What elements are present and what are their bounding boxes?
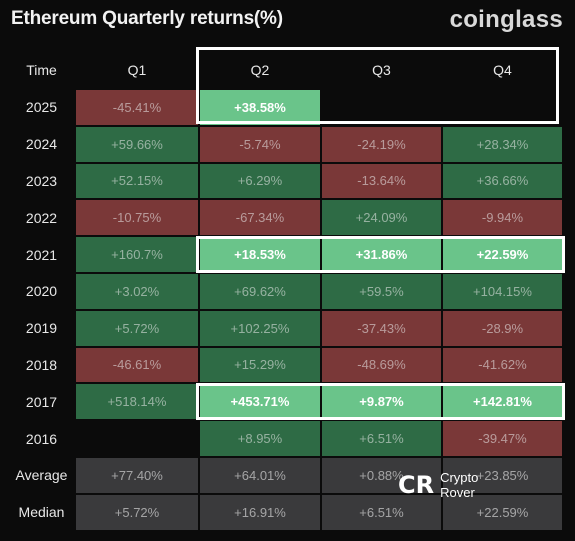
- row-label: 2023: [25, 172, 58, 189]
- column-header: Q4: [493, 62, 512, 79]
- table-cell: +518.14%: [76, 384, 198, 420]
- watermark: CR Crypto Rover: [398, 470, 478, 500]
- table-cell: +59.66%: [76, 126, 198, 162]
- column-header: Q3: [372, 62, 391, 79]
- table-cell: -45.41%: [76, 90, 198, 125]
- table-cell: +0.88%: [322, 458, 441, 493]
- row-label: 2019: [25, 320, 58, 337]
- table-cell: +6.51%: [322, 494, 441, 530]
- brand-logo: coinglass: [449, 6, 563, 33]
- table-cell: +22.59%: [443, 494, 562, 530]
- table-cell: -41.62%: [443, 347, 562, 383]
- table-cell: +77.40%: [76, 458, 198, 493]
- table-cell: +104.15%: [443, 274, 562, 309]
- table-cell: +28.34%: [443, 126, 562, 162]
- table-cell: -67.34%: [200, 200, 320, 236]
- highlight-box-q2-q4-2025: [196, 47, 559, 124]
- table-cell: +64.01%: [200, 458, 320, 493]
- table-cell: +102.25%: [200, 310, 320, 346]
- table-cell: -10.75%: [76, 200, 198, 236]
- table-cell: -24.19%: [322, 126, 441, 162]
- row-label: 2017: [25, 393, 58, 410]
- table-cell: -39.47%: [443, 421, 562, 456]
- table-cell: -28.9%: [443, 310, 562, 346]
- row-label: 2025: [25, 99, 58, 116]
- table-cell: +5.72%: [76, 494, 198, 530]
- table-cell: +22.59%: [443, 237, 562, 272]
- table-cell: -46.61%: [76, 347, 198, 383]
- table-cell: +69.62%: [200, 274, 320, 309]
- table-cell: +160.7%: [76, 237, 198, 272]
- table-cell: +23.85%: [443, 458, 562, 493]
- chart-title: Ethereum Quarterly returns(%): [11, 8, 283, 29]
- row-label: 2018: [25, 356, 58, 373]
- table-cell: -13.64%: [322, 163, 441, 199]
- table-cell: +38.58%: [200, 90, 320, 125]
- table-cell: +16.91%: [200, 494, 320, 530]
- row-label: Median: [18, 504, 65, 521]
- row-label: 2020: [25, 283, 58, 300]
- table-cell: +36.66%: [443, 163, 562, 199]
- table-cell: +59.5%: [322, 274, 441, 309]
- table-cell: -9.94%: [443, 200, 562, 236]
- table-cell: +3.02%: [76, 274, 198, 309]
- table-cell: +453.71%: [200, 384, 320, 420]
- row-label: 2022: [25, 209, 58, 226]
- row-label: 2024: [25, 136, 58, 153]
- watermark-line2: Rover: [440, 485, 475, 500]
- table-cell: +52.15%: [76, 163, 198, 199]
- row-label: 2021: [25, 246, 58, 263]
- table-cell: +9.87%: [322, 384, 441, 420]
- highlight-box-2017: [196, 383, 565, 420]
- table-cell: +24.09%: [322, 200, 441, 236]
- table-cell: +142.81%: [443, 384, 562, 420]
- highlight-box-2021: [196, 236, 565, 273]
- table-cell: +31.86%: [322, 237, 441, 272]
- watermark-logo-icon: CR: [398, 471, 435, 499]
- column-header: Q2: [250, 62, 270, 79]
- table-cell: +15.29%: [200, 347, 320, 383]
- watermark-line1: Crypto: [440, 470, 479, 485]
- row-label: 2016: [25, 430, 58, 447]
- table-cell: -48.69%: [322, 347, 441, 383]
- column-header: Q1: [127, 62, 147, 79]
- table-cell: +6.51%: [322, 421, 441, 456]
- row-label: Average: [15, 467, 68, 484]
- table-cell: +18.53%: [200, 237, 320, 272]
- column-header: Time: [26, 62, 57, 79]
- table-cell: +8.95%: [200, 421, 320, 456]
- table-cell: -37.43%: [322, 310, 441, 346]
- table-cell: -5.74%: [200, 126, 320, 162]
- table-cell: +6.29%: [200, 163, 320, 199]
- table-cell: +5.72%: [76, 310, 198, 346]
